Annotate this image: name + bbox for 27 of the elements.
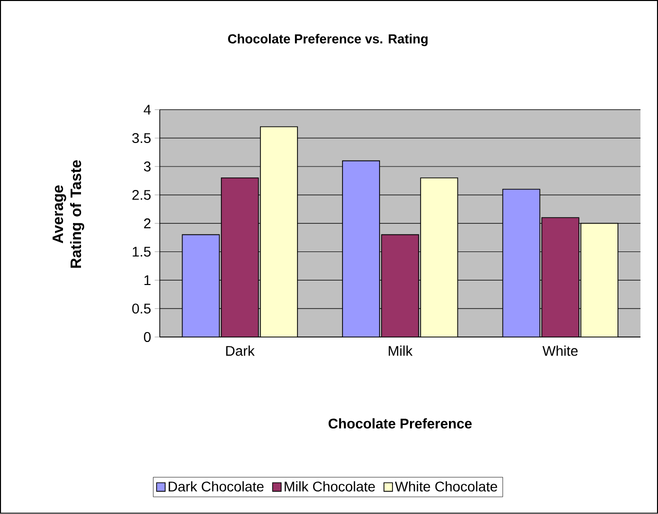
bar (420, 178, 458, 338)
x-tick-label: Dark (226, 346, 255, 356)
x-tick-label: White (542, 346, 578, 356)
bar (182, 234, 220, 338)
y-tick-label: 2.5 (132, 190, 151, 200)
bar (541, 217, 580, 338)
legend-label: Milk Chocolate (284, 481, 375, 492)
legend-label: Dark Chocolate (168, 481, 264, 492)
bar (221, 178, 258, 338)
bar (502, 188, 540, 338)
bar (342, 160, 380, 338)
chart-title: Chocolate Preference vs. Rating (228, 34, 428, 46)
y-tick-label: 4 (144, 104, 151, 115)
x-tick-label: Milk (388, 346, 413, 356)
y-tick-label: 3 (144, 162, 151, 172)
y-tick-label: 1 (144, 275, 151, 286)
y-tick-label: 0 (144, 332, 151, 342)
y-axis-title: Average Rating of Taste (52, 160, 84, 268)
x-axis-title: Chocolate Preference (328, 418, 472, 429)
bar (260, 126, 298, 338)
legend-label: White Chocolate (394, 481, 498, 492)
y-tick-label: 3.5 (132, 133, 151, 144)
y-tick-label: 1.5 (132, 246, 151, 257)
bar (382, 234, 419, 338)
y-tick-label: 2 (144, 218, 150, 228)
bar (580, 223, 618, 338)
y-tick-label: 0.5 (132, 304, 151, 314)
